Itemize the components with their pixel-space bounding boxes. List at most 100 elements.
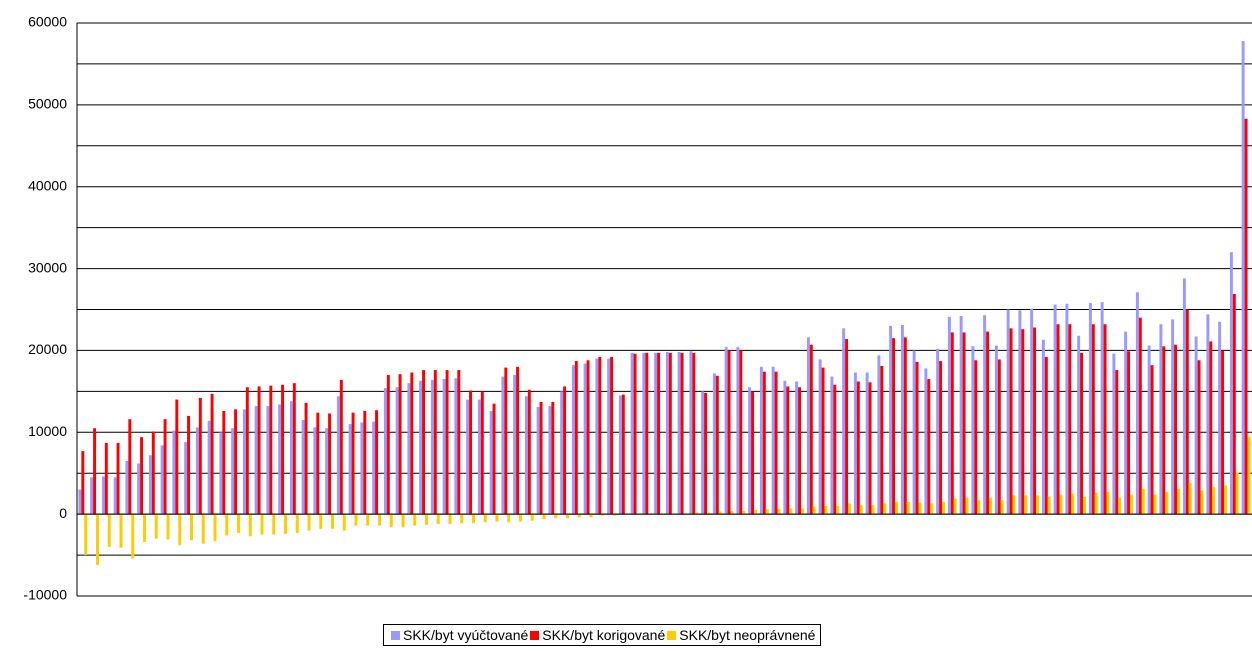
bar [175, 399, 179, 515]
legend: SKK/byt vyúčtované SKK/byt korigované SKK/… [383, 624, 822, 646]
bar [589, 514, 593, 518]
bar [436, 514, 440, 524]
bar [516, 366, 520, 515]
bar [1080, 352, 1084, 515]
bar [1030, 308, 1034, 515]
bar [1218, 321, 1222, 515]
bar [563, 386, 567, 515]
bar [539, 401, 543, 515]
legend-label: SKK/byt vyúčtované [403, 627, 529, 643]
bar [704, 392, 708, 515]
bar [771, 366, 775, 515]
bar [445, 370, 449, 515]
bar [845, 338, 849, 515]
bar [812, 506, 816, 515]
bar [1224, 485, 1227, 515]
bar [607, 358, 611, 515]
bar [1056, 324, 1060, 515]
bar [1118, 497, 1122, 515]
bar [448, 514, 452, 524]
bar [830, 376, 834, 515]
bar [630, 352, 634, 515]
bar [184, 442, 188, 515]
bar [119, 514, 123, 548]
bar [483, 514, 487, 523]
bar [104, 442, 108, 515]
bar [351, 412, 355, 515]
bar [997, 359, 1001, 515]
bar [1235, 472, 1239, 515]
bar [442, 379, 446, 515]
bar [125, 460, 129, 515]
bar [751, 391, 755, 515]
bar [213, 514, 217, 542]
bar [284, 514, 287, 534]
bar [1159, 324, 1163, 515]
bar [84, 514, 88, 556]
bar [281, 384, 285, 515]
bar [1100, 302, 1104, 515]
bar [1083, 496, 1086, 515]
bar [1127, 351, 1131, 515]
bar [598, 356, 602, 515]
bar [131, 514, 135, 559]
bar [801, 508, 804, 515]
bar [519, 514, 522, 522]
bar [1229, 252, 1233, 515]
bar [454, 378, 458, 515]
bar [1194, 336, 1198, 515]
bar [536, 406, 540, 515]
bar [701, 391, 705, 515]
bar [466, 399, 470, 515]
bar [413, 514, 417, 526]
bar [101, 476, 105, 515]
bar [1185, 309, 1189, 515]
bar [654, 352, 658, 515]
bar [225, 514, 229, 536]
bar [618, 395, 622, 515]
bar [1232, 293, 1236, 515]
bar [422, 370, 426, 515]
bar [739, 350, 743, 515]
bar [1206, 314, 1210, 515]
bar [1150, 365, 1154, 515]
bar [551, 401, 555, 515]
bar [883, 503, 887, 515]
legend-label: SKK/byt korigované [542, 627, 666, 643]
bar [398, 374, 402, 515]
bar [877, 355, 881, 515]
bar [748, 387, 752, 515]
bar [527, 389, 531, 515]
bar [336, 396, 340, 515]
bar [1174, 344, 1178, 515]
bar [953, 498, 957, 515]
bar [1068, 324, 1072, 515]
bar [507, 514, 511, 523]
bar [272, 514, 276, 535]
bar [325, 428, 329, 515]
bar [477, 399, 481, 515]
y-tick-label: 50000 [28, 96, 67, 112]
legend-swatch [667, 631, 677, 640]
bar [354, 514, 358, 526]
bar [1009, 328, 1013, 515]
bar [786, 386, 790, 515]
bar [530, 514, 534, 521]
bar [1091, 324, 1095, 515]
bar [1147, 345, 1151, 515]
bar [900, 325, 904, 515]
bar [977, 500, 981, 515]
bar [833, 384, 837, 515]
bar [947, 316, 951, 515]
bar [950, 332, 954, 515]
bar [965, 497, 969, 515]
bar [1209, 341, 1213, 515]
bar [1059, 494, 1063, 515]
bar [1036, 495, 1039, 515]
bar [918, 502, 922, 515]
bar [328, 413, 332, 515]
bar [621, 394, 625, 515]
y-tick-label: 20000 [28, 341, 67, 357]
bar [824, 505, 828, 515]
bar [245, 387, 249, 515]
